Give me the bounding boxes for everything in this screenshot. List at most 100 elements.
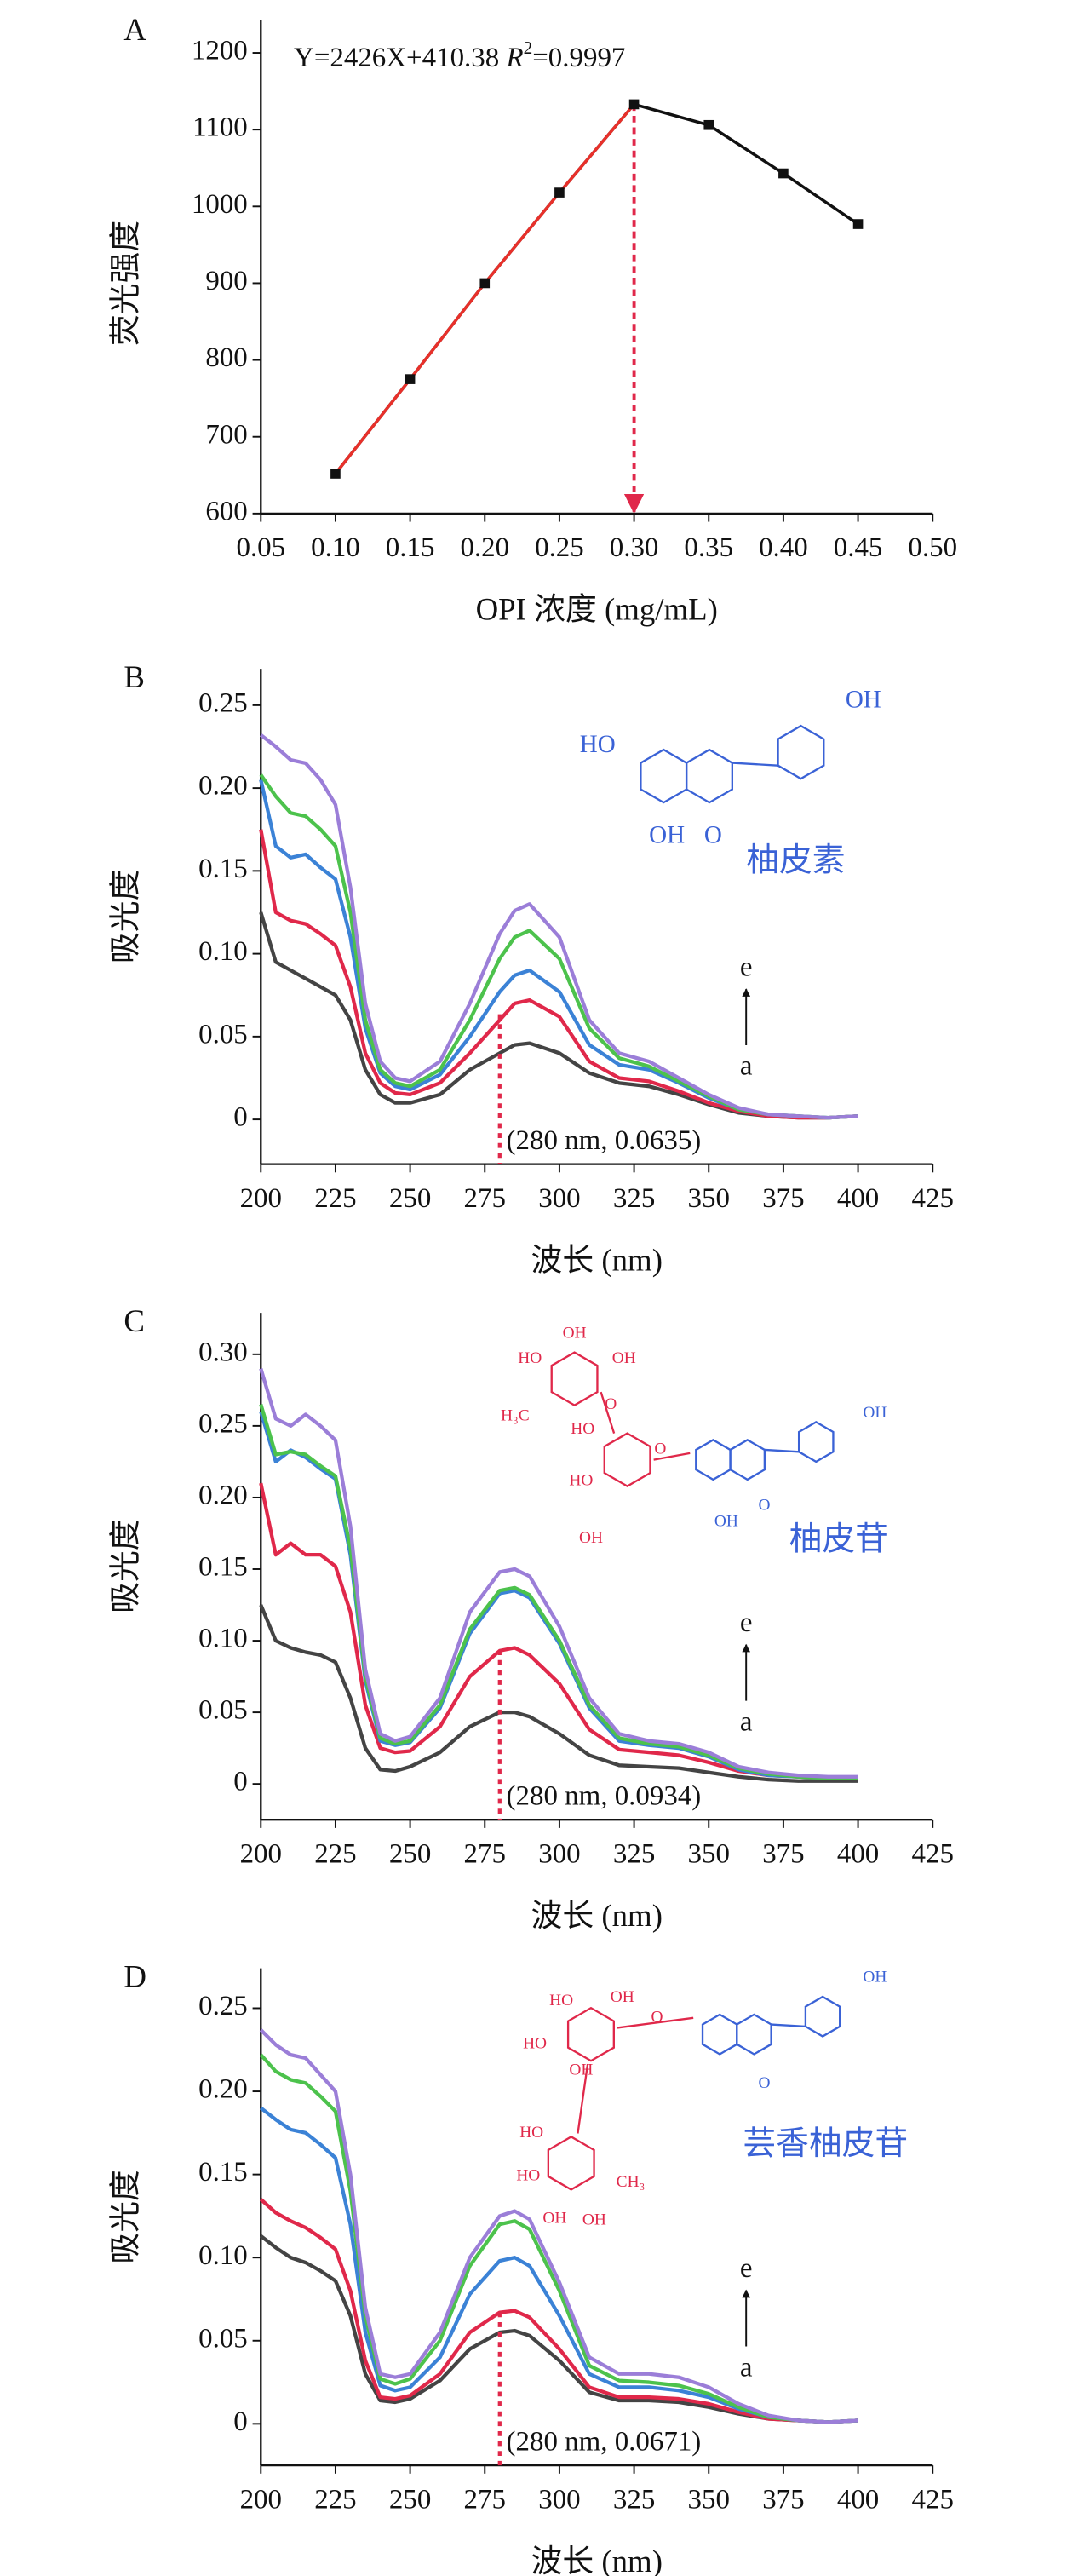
- series-line: [334, 102, 859, 475]
- data-point: [479, 278, 491, 289]
- x-tick-label: 425: [912, 1183, 954, 1214]
- panel-label: B: [123, 659, 145, 694]
- structure-bond: [577, 2063, 589, 2134]
- structure-ring: [804, 1995, 841, 2038]
- atom-label: HO: [518, 1349, 542, 1367]
- annotation-label: (280 nm, 0.0635): [507, 1125, 702, 1156]
- arrow-label-top: e: [740, 1607, 753, 1638]
- y-axis-title: 吸光度: [108, 870, 143, 963]
- x-tick-label: 350: [688, 2484, 730, 2515]
- x-tick-label: 250: [389, 2484, 431, 2515]
- atom-label: HO: [519, 2124, 543, 2142]
- structure-ring: [736, 2013, 772, 2056]
- y-tick-label: 700: [205, 419, 247, 450]
- y-axis-title: 荧光强度: [108, 221, 143, 346]
- structure-bond: [732, 762, 778, 767]
- series-line: [259, 779, 858, 1120]
- x-tick-label: 0.15: [386, 532, 435, 563]
- x-tick-label: 250: [389, 1183, 431, 1214]
- panel-label: D: [123, 1959, 146, 1994]
- y-tick-label: 0.05: [198, 1695, 248, 1726]
- series-line: [259, 2234, 858, 2424]
- x-tick-label: 0.25: [535, 532, 584, 563]
- arrow-label-bottom: a: [740, 1051, 753, 1082]
- x-tick-label: 225: [314, 1838, 356, 1869]
- structure-ring: [603, 1432, 651, 1487]
- series-line: [259, 2106, 858, 2424]
- atom-label: O: [704, 821, 722, 848]
- y-tick-label: 0.15: [198, 2157, 248, 2188]
- x-tick-label: 0.40: [759, 532, 808, 563]
- x-tick-label: 400: [837, 2484, 879, 2515]
- atom-label: OH: [542, 2210, 566, 2228]
- y-tick-label: 0.25: [198, 687, 248, 718]
- y-tick-label: 0.20: [198, 2074, 248, 2105]
- x-tick-label: 375: [762, 1183, 804, 1214]
- x-tick-label: 275: [464, 1838, 506, 1869]
- series-line: [259, 829, 858, 1120]
- x-tick-label: 0.30: [610, 532, 659, 563]
- y-tick-label: 0.10: [198, 1624, 248, 1654]
- data-point: [330, 469, 341, 479]
- arrow-label-top: e: [740, 952, 753, 982]
- y-axis-title: 吸光度: [108, 1519, 143, 1613]
- atom-label: H₃C: [501, 1407, 530, 1425]
- equation-part: R: [505, 42, 523, 72]
- series-line: [259, 1411, 858, 1780]
- y-tick-label: 600: [205, 496, 247, 526]
- equation-part: 2: [524, 37, 533, 58]
- atom-label: OH: [714, 1513, 738, 1531]
- x-tick-label: 375: [762, 2484, 804, 2515]
- y-tick-label: 1200: [192, 36, 248, 66]
- x-tick-label: 300: [538, 1838, 580, 1869]
- x-tick-label: 325: [613, 2484, 655, 2515]
- y-tick-label: 1100: [192, 112, 248, 143]
- x-tick-label: 0.50: [908, 532, 957, 563]
- y-tick-label: 0.25: [198, 1991, 248, 2021]
- equation-part: =0.9997: [532, 42, 625, 72]
- x-tick-label: 275: [464, 2484, 506, 2515]
- structure-ring: [685, 748, 734, 804]
- y-tick-label: 0: [233, 1102, 247, 1133]
- data-point: [405, 374, 416, 384]
- y-tick-label: 900: [205, 266, 247, 296]
- structure-bond: [764, 1448, 800, 1453]
- atom-label: O: [605, 1395, 617, 1413]
- panel-label: A: [123, 12, 146, 47]
- data-point: [778, 168, 789, 179]
- data-point: [554, 187, 565, 198]
- y-axis-title: 吸光度: [108, 2170, 143, 2263]
- arrow-label-bottom: a: [740, 1706, 753, 1737]
- atom-label: OH: [863, 1404, 887, 1422]
- atom-label: OH: [612, 1349, 636, 1367]
- data-point: [852, 219, 864, 229]
- compound-name: 芸香柚皮苷: [743, 2125, 908, 2162]
- arrow-label-top: e: [740, 2253, 753, 2284]
- x-tick-label: 300: [538, 2484, 580, 2515]
- series-line: [334, 103, 635, 475]
- series-line: [259, 733, 858, 1120]
- series-line: [259, 1604, 858, 1783]
- x-tick-label: 200: [240, 2484, 282, 2515]
- x-tick-label: 200: [240, 1183, 282, 1214]
- y-tick-label: 0: [233, 1767, 247, 1797]
- x-axis-title: 波长 (nm): [531, 2544, 663, 2576]
- y-tick-label: 0.10: [198, 2240, 248, 2271]
- x-tick-label: 350: [688, 1838, 730, 1869]
- panel-label: C: [123, 1303, 145, 1338]
- y-tick-label: 0.20: [198, 771, 248, 802]
- x-tick-label: 0.35: [684, 532, 733, 563]
- x-tick-label: 250: [389, 1838, 431, 1869]
- x-tick-label: 375: [762, 1838, 804, 1869]
- x-tick-label: 325: [613, 1838, 655, 1869]
- structure-ring: [701, 2013, 738, 2056]
- atom-label: OH: [582, 2211, 606, 2229]
- equation: Y=2426X+410.38 R2=0.9997: [294, 37, 625, 73]
- x-tick-label: 0.05: [236, 532, 285, 563]
- atom-label: OH: [863, 1969, 887, 1987]
- structure-ring: [729, 1438, 766, 1481]
- x-tick-label: 225: [314, 1183, 356, 1214]
- structure-bond: [600, 1391, 616, 1434]
- atom-label: HO: [549, 1992, 573, 2010]
- atom-label: HO: [569, 1471, 593, 1489]
